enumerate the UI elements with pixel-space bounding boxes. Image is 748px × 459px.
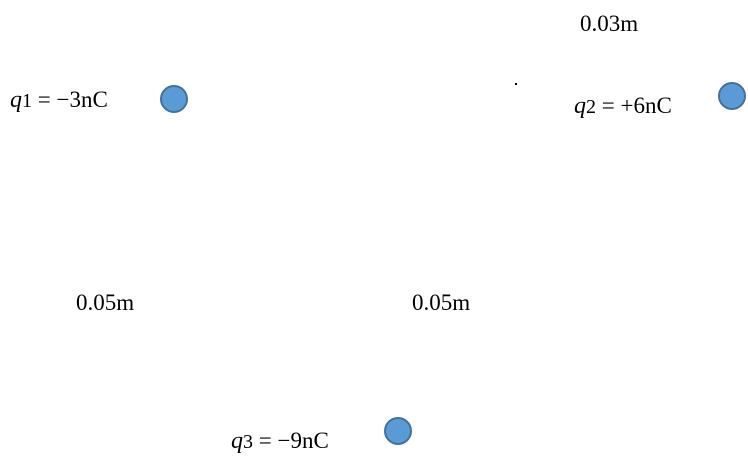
charge-q3-circle <box>384 417 412 445</box>
charge-value: = +6nC <box>601 93 672 118</box>
charge-q1-circle <box>160 85 188 113</box>
charge-label-q3: q3 = −9nC <box>231 429 329 453</box>
distance-label-q1-q2: 0.03m <box>580 11 639 36</box>
charge-value: = −3nC <box>37 87 108 112</box>
charge-label-q1: q1 = −3nC <box>10 88 108 112</box>
charge-subscript: 3 <box>243 431 253 453</box>
charge-symbol: q <box>10 87 22 113</box>
charge-label-q2: q2 = +6nC <box>574 94 672 118</box>
charge-subscript: 1 <box>22 90 32 112</box>
distance-label-q1-q3: 0.05m <box>76 290 135 315</box>
charge-q2-circle <box>718 82 746 110</box>
charge-symbol: q <box>574 93 586 119</box>
stray-tick-mark <box>515 83 517 85</box>
charge-symbol: q <box>231 428 243 454</box>
charge-value: = −9nC <box>258 428 329 453</box>
distance-label-q2-q3: 0.05m <box>412 290 471 315</box>
charge-subscript: 2 <box>586 96 596 118</box>
